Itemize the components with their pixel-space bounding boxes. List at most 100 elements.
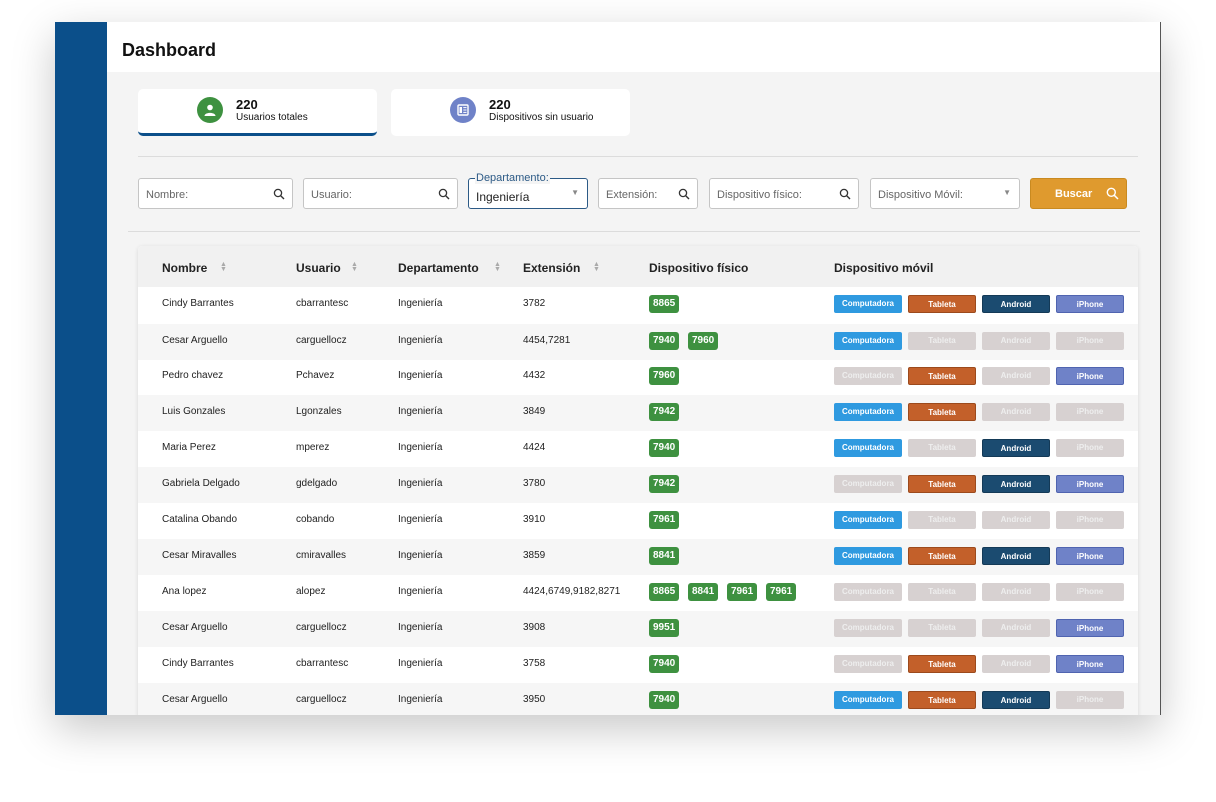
device-badge-computadora[interactable]: Computadora [834, 583, 902, 601]
device-badge-computadora[interactable]: Computadora [834, 295, 902, 313]
device-chip[interactable]: 7942 [649, 475, 680, 493]
device-badge-iphone[interactable]: iPhone [1056, 655, 1124, 673]
usuario-search-input[interactable]: Usuario: [303, 178, 458, 209]
table-row[interactable]: Gabriela Delgado gdelgado Ingeniería 3780 79… [138, 467, 1138, 503]
cell-nombre: Maria Perez [162, 442, 216, 453]
device-badge-android[interactable]: Android [982, 547, 1050, 565]
device-badge-iphone[interactable]: iPhone [1056, 583, 1124, 601]
device-badge-computadora[interactable]: Computadora [834, 547, 902, 565]
device-chip[interactable]: 8865 [649, 295, 680, 313]
device-chip[interactable]: 7940 [649, 691, 680, 709]
device-badge-computadora[interactable]: Computadora [834, 367, 902, 385]
device-badge-android[interactable]: Android [982, 511, 1050, 529]
device-badge-android[interactable]: Android [982, 475, 1050, 493]
device-chip[interactable]: 7940 [649, 332, 680, 350]
device-badge-tableta[interactable]: Tableta [908, 583, 976, 601]
device-badge-android[interactable]: Android [982, 403, 1050, 421]
table-row[interactable]: Cesar Arguello carguellocz Ingeniería 4454,… [138, 324, 1138, 360]
device-badge-iphone[interactable]: iPhone [1056, 332, 1124, 350]
device-badge-computadora[interactable]: Computadora [834, 511, 902, 529]
device-chip[interactable]: 8865 [649, 583, 680, 601]
device-badge-computadora[interactable]: Computadora [834, 691, 902, 709]
dispositivo-movil-select[interactable]: Dispositivo Móvil: ▼ [870, 178, 1020, 209]
table-row[interactable]: Pedro chavez Pchavez Ingeniería 4432 7960 Com… [138, 359, 1138, 395]
device-badge-iphone[interactable]: iPhone [1056, 619, 1124, 637]
device-badge-tableta[interactable]: Tableta [908, 295, 976, 313]
device-badge-iphone[interactable]: iPhone [1056, 367, 1124, 385]
table-row[interactable]: Cindy Barrantes cbarrantesc Ingeniería 3758… [138, 647, 1138, 683]
device-badge-android[interactable]: Android [982, 655, 1050, 673]
device-chip[interactable]: 7940 [649, 655, 680, 673]
extension-search-input[interactable]: Extensión: [598, 178, 698, 209]
device-badge-tableta[interactable]: Tableta [908, 619, 976, 637]
departamento-select[interactable]: Departamento: Ingeniería ▼ [468, 172, 588, 209]
device-chip[interactable]: 7942 [649, 403, 680, 421]
table-row[interactable]: Cesar Miravalles cmiravalles Ingeniería 385… [138, 539, 1138, 575]
sort-icon[interactable]: ▲ ▼ [593, 261, 600, 273]
sort-icon[interactable]: ▲ ▼ [220, 261, 227, 273]
nombre-search-input[interactable]: Nombre: [138, 178, 293, 209]
device-badge-android[interactable]: Android [982, 367, 1050, 385]
table-row[interactable]: Cesar Arguello carguellocz Ingeniería 3950 7… [138, 683, 1138, 715]
device-chip[interactable]: 7961 [727, 583, 758, 601]
device-chip[interactable]: 7960 [688, 332, 719, 350]
device-badge-tableta[interactable]: Tableta [908, 691, 976, 709]
device-badge-computadora[interactable]: Computadora [834, 619, 902, 637]
column-header-nombre[interactable]: Nombre [162, 261, 208, 275]
device-chip[interactable]: 7940 [649, 439, 680, 457]
table-row[interactable]: Ana lopez alopez Ingeniería 4424,6749,9182,… [138, 575, 1138, 611]
device-badge-tableta[interactable]: Tableta [908, 332, 976, 350]
table-row[interactable]: Maria Perez mperez Ingeniería 4424 7940 Compu… [138, 431, 1138, 467]
device-badge-iphone[interactable]: iPhone [1056, 511, 1124, 529]
device-chip[interactable]: 7961 [649, 511, 680, 529]
device-badge-tableta[interactable]: Tableta [908, 655, 976, 673]
device-badge-android[interactable]: Android [982, 583, 1050, 601]
sort-icon[interactable]: ▲ ▼ [351, 261, 358, 273]
device-badge-computadora[interactable]: Computadora [834, 439, 902, 457]
device-badge-iphone[interactable]: iPhone [1056, 439, 1124, 457]
device-badge-computadora[interactable]: Computadora [834, 332, 902, 350]
device-badge-tableta[interactable]: Tableta [908, 403, 976, 421]
device-badge-computadora[interactable]: Computadora [834, 475, 902, 493]
device-chip[interactable]: 7960 [649, 367, 680, 385]
column-header-usuario[interactable]: Usuario [296, 261, 341, 275]
cell-nombre: Cindy Barrantes [162, 298, 234, 309]
cell-departamento: Ingeniería [398, 335, 443, 346]
device-badge-iphone[interactable]: iPhone [1056, 475, 1124, 493]
column-header-departamento[interactable]: Departamento [398, 261, 479, 275]
device-badge-tableta[interactable]: Tableta [908, 367, 976, 385]
device-badge-tableta[interactable]: Tableta [908, 439, 976, 457]
column-header-extension[interactable]: Extensión [523, 261, 581, 275]
device-badge-iphone[interactable]: iPhone [1056, 403, 1124, 421]
cell-departamento: Ingeniería [398, 298, 443, 309]
cell-departamento: Ingeniería [398, 370, 443, 381]
device-chip[interactable]: 8841 [688, 583, 719, 601]
device-badge-android[interactable]: Android [982, 439, 1050, 457]
device-badge-android[interactable]: Android [982, 619, 1050, 637]
divider [128, 231, 1140, 232]
cell-usuario: gdelgado [296, 478, 338, 489]
sort-icon[interactable]: ▲ ▼ [494, 261, 501, 273]
table-row[interactable]: Cesar Arguello carguellocz Ingeniería 3908 9… [138, 611, 1138, 647]
device-badge-android[interactable]: Android [982, 691, 1050, 709]
device-badge-tableta[interactable]: Tableta [908, 547, 976, 565]
device-chip[interactable]: 9951 [649, 619, 680, 637]
table-row[interactable]: Catalina Obando cobando Ingeniería 3910 7961… [138, 503, 1138, 539]
device-badge-iphone[interactable]: iPhone [1056, 295, 1124, 313]
device-badge-android[interactable]: Android [982, 295, 1050, 313]
stat-card-users[interactable]: 220 Usuarios totales [138, 89, 377, 136]
device-badge-iphone[interactable]: iPhone [1056, 547, 1124, 565]
device-badge-tableta[interactable]: Tableta [908, 511, 976, 529]
device-badge-android[interactable]: Android [982, 332, 1050, 350]
device-badge-tableta[interactable]: Tableta [908, 475, 976, 493]
device-chip[interactable]: 8841 [649, 547, 680, 565]
table-row[interactable]: Cindy Barrantes cbarrantesc Ingeniería 3782… [138, 287, 1138, 323]
table-row[interactable]: Luis Gonzales Lgonzales Ingeniería 3849 7942… [138, 395, 1138, 431]
device-chip[interactable]: 7961 [766, 583, 797, 601]
device-badge-computadora[interactable]: Computadora [834, 655, 902, 673]
device-badge-iphone[interactable]: iPhone [1056, 691, 1124, 709]
device-badge-computadora[interactable]: Computadora [834, 403, 902, 421]
dispositivo-fisico-search-input[interactable]: Dispositivo físico: [709, 178, 859, 209]
stat-card-devices[interactable]: 220 Dispositivos sin usuario [391, 89, 630, 136]
buscar-button[interactable]: Buscar [1030, 178, 1127, 209]
